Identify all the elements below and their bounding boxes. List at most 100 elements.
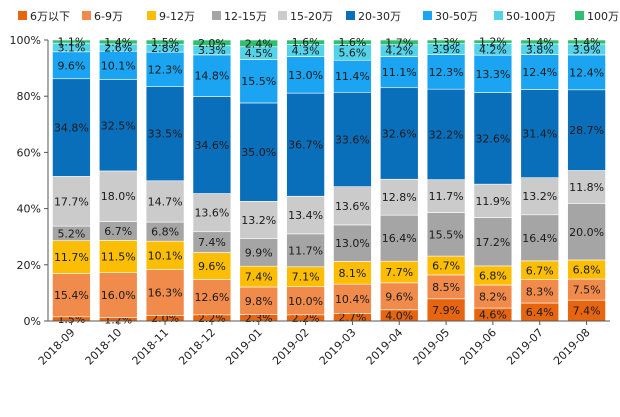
legend-item[interactable]: 9-12万 [147,10,195,23]
data-label: 13.6% [335,200,370,213]
data-label: 28.7% [569,124,604,137]
bar-segment [379,214,419,262]
data-label: 10.4% [335,293,370,306]
y-tick-label: 60% [17,146,41,159]
legend-swatch [423,11,432,20]
data-label: 6.4% [526,306,554,319]
data-label: 3.8% [526,43,554,56]
data-label: 1.6% [292,36,320,49]
data-label: 33.6% [335,133,370,146]
data-label: 11.4% [335,70,370,83]
bar-segment [379,87,419,180]
data-label: 2.8% [151,42,179,55]
bar-segment [473,39,513,44]
legend-item[interactable]: 50-100万 [494,10,556,23]
legend-swatch [82,11,91,20]
data-label: 7.1% [292,271,320,284]
data-label: 34.6% [194,139,229,152]
data-label: 7.9% [432,304,460,317]
bar-segment [192,193,232,233]
data-label: 3.1% [57,41,85,54]
bar-segment [98,170,138,222]
legend-item[interactable]: 6万以下 [18,10,70,23]
data-label: 16.3% [148,286,183,299]
y-tick-label: 0% [24,315,41,328]
data-label: 15.4% [54,289,89,302]
x-tick-label: 2018-09 [36,326,78,368]
bar-segment [286,195,325,235]
data-label: 1.1% [57,36,85,49]
bar-segment [192,279,232,316]
data-label: 7.5% [573,284,601,297]
bar-segment [98,79,138,172]
data-label: 8.3% [526,285,554,298]
data-label: 9.8% [245,295,273,308]
bar-segment [52,39,91,44]
data-label: 17.7% [54,195,89,208]
data-label: 4.2% [385,45,413,58]
y-tick-label: 100% [10,34,41,47]
bar-segment [567,89,606,171]
data-label: 7.4% [198,236,226,249]
legend-label: 15-20万 [290,10,333,23]
legend-swatch [147,11,156,20]
data-label: 3.9% [573,43,601,56]
bar-segment [426,179,466,213]
data-label: 2.4% [245,37,273,50]
data-label: 14.8% [194,70,229,83]
data-label: 1.5% [151,36,179,49]
bar-segment [98,39,138,45]
data-label: 13.6% [194,207,229,220]
data-label: 9.6% [57,59,85,72]
bar-stack: 2.0%16.3%10.1%6.8%14.7%33.5%12.3%2.8%1.5… [145,36,185,325]
data-label: 1.4% [526,36,554,49]
bar-segment [52,51,91,80]
bar-segment [192,252,232,280]
bar-segment [286,286,325,316]
legend-item[interactable]: 12-15万 [212,10,267,23]
legend-swatch [212,11,221,20]
y-axis: 0% 20% 40% 60% 80% 100% [10,34,49,328]
data-label: 32.6% [475,132,510,145]
legend-label: 12-15万 [224,10,267,23]
bar-segment [333,59,372,93]
data-label: 11.9% [475,195,510,208]
legend-item[interactable]: 6-9万 [82,10,123,23]
bar-segment [567,203,606,261]
bar-segment [520,54,560,90]
bar-segment [426,39,466,44]
bar-segment [473,217,513,267]
x-tick-label: 2018-12 [176,326,218,368]
data-label: 10.0% [288,295,323,308]
bar-segment [52,78,91,177]
legend-item[interactable]: 20-30万 [346,10,401,23]
data-label: 12.4% [522,66,557,79]
y-tick-label: 40% [17,203,41,216]
data-label: 4.6% [479,309,507,322]
data-label: 12.4% [569,66,604,79]
bar-segment [426,88,466,180]
data-label: 15.5% [429,228,464,241]
data-label: 7.4% [245,271,273,284]
data-label: 13.2% [522,190,557,203]
bar-segment [192,39,232,46]
data-label: 16.4% [382,232,417,245]
bar-segment [145,240,185,270]
data-label: 32.6% [382,127,417,140]
data-label: 4.5% [245,47,273,60]
x-tick-label: 2019-08 [551,326,593,368]
legend-item[interactable]: 15-20万 [278,10,333,23]
legend-label: 30-50万 [435,10,478,23]
data-label: 1.4% [573,36,601,49]
data-label: 8.5% [432,281,460,294]
legend-item[interactable]: 100万以上 [575,10,620,23]
data-label: 35.0% [241,146,276,159]
data-label: 14.7% [148,195,183,208]
legend-item[interactable]: 30-50万 [423,10,478,23]
data-label: 10.1% [101,59,136,72]
x-tick-label: 2019-06 [457,326,499,368]
bar-segment [520,89,560,178]
legend-swatch [346,11,355,20]
x-tick-label: 2019-02 [270,326,312,368]
data-label: 36.7% [288,139,323,152]
